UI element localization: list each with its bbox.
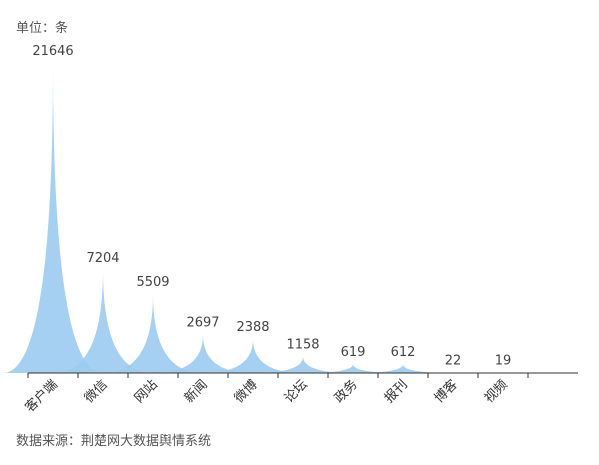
value-label: 19 bbox=[495, 354, 512, 369]
category-label: 论坛 bbox=[282, 377, 311, 406]
category-label: 报刊 bbox=[382, 377, 411, 406]
category-label: 新闻 bbox=[181, 377, 211, 407]
value-labels: 21646 7204 5509 2697 2388 1158 619 612 22 19 bbox=[32, 44, 511, 369]
category-label: 微信 bbox=[82, 377, 111, 406]
unit-label: 单位：条 bbox=[16, 21, 69, 36]
value-label: 1158 bbox=[286, 337, 319, 352]
spike-3 bbox=[103, 294, 203, 373]
category-label: 博客 bbox=[431, 377, 461, 407]
value-label: 21646 bbox=[32, 44, 73, 59]
value-label: 22 bbox=[445, 354, 462, 369]
spike-7 bbox=[303, 364, 403, 373]
source-note: 数据来源：荆楚网大数据舆情系统 bbox=[16, 434, 212, 449]
spike-8 bbox=[353, 364, 453, 373]
x-axis-ticks bbox=[27, 373, 529, 378]
value-label: 612 bbox=[391, 345, 416, 360]
spike-2 bbox=[53, 269, 153, 373]
value-label: 619 bbox=[341, 345, 366, 360]
spike-series bbox=[3, 63, 553, 373]
category-label: 视频 bbox=[482, 377, 511, 406]
spike-4 bbox=[153, 334, 253, 373]
value-label: 5509 bbox=[136, 275, 169, 290]
spike-1 bbox=[3, 63, 103, 373]
spike-5 bbox=[203, 338, 303, 373]
category-label: 客户端 bbox=[22, 377, 61, 416]
value-label: 2388 bbox=[236, 320, 269, 335]
category-labels: 客户端 微信 网站 新闻 微博 论坛 政务 报刊 博客 视频 bbox=[22, 377, 511, 416]
category-label: 微博 bbox=[232, 377, 261, 406]
value-label: 7204 bbox=[86, 251, 119, 266]
spike-6 bbox=[253, 356, 353, 373]
value-label: 2697 bbox=[186, 315, 219, 330]
category-label: 网站 bbox=[132, 377, 161, 406]
category-label: 政务 bbox=[331, 377, 361, 407]
